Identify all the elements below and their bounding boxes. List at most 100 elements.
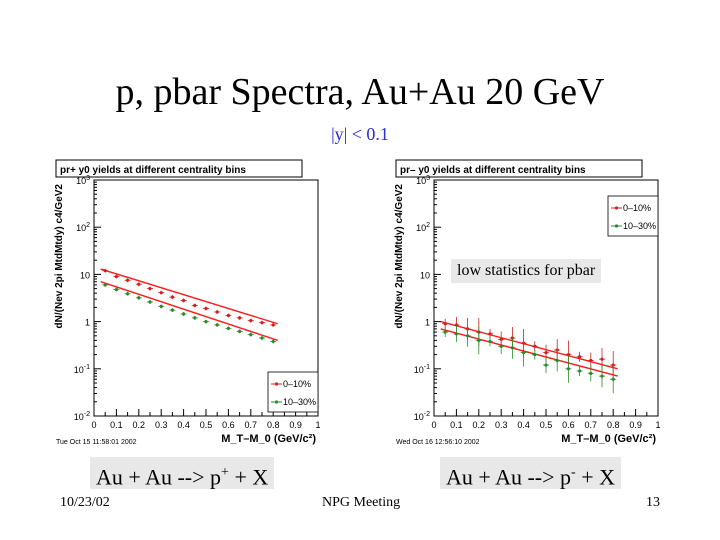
annotation-low-statistics: low statistics for pbar	[451, 259, 602, 283]
x-tick-label: 0.1	[110, 420, 123, 430]
slide-subtitle: |y| < 0.1	[331, 124, 389, 144]
data-point	[260, 336, 264, 340]
caption-antiproton: Au + Au --> p- + X	[440, 457, 621, 489]
footer-meeting: NPG Meeting	[322, 495, 401, 510]
fit-line	[100, 281, 278, 342]
data-point	[193, 316, 197, 320]
chart-antiproton: pr– y0 yields at different centrality bi…	[394, 159, 661, 446]
data-point	[443, 322, 447, 326]
x-tick-label: 0	[431, 420, 436, 430]
fit-line	[440, 320, 618, 370]
data-point	[238, 329, 242, 333]
data-point	[170, 295, 174, 299]
data-point	[182, 298, 186, 303]
x-tick-label: 0.6	[222, 420, 235, 430]
x-tick-label: 0.7	[585, 420, 598, 430]
caption-antiproton-tail: + X	[575, 464, 615, 490]
x-tick-label: 0.8	[607, 420, 620, 430]
data-point	[215, 323, 219, 327]
y-tick-label: 10-2	[414, 411, 430, 422]
data-point	[114, 274, 118, 279]
data-point	[611, 363, 615, 367]
x-tick-label: 0.1	[450, 420, 463, 430]
x-tick-label: 1	[655, 420, 660, 430]
footer-date: 10/23/02	[60, 495, 110, 510]
chart-timestamp: Wed Oct 16 12:56:10 2002	[396, 439, 480, 446]
legend-marker	[274, 400, 279, 404]
data-point	[114, 287, 118, 292]
legend-marker	[274, 382, 279, 386]
y-tick-label: 10-1	[74, 364, 90, 375]
y-tick-label: 10	[420, 270, 430, 280]
chart-title: pr+ y0 yields at different centrality bi…	[60, 165, 246, 176]
slide-title: p, pbar Spectra, Au+Au 20 GeV	[115, 71, 605, 113]
y-tick-label: 10	[80, 270, 90, 280]
chart-panel-proton: pr+ y0 yields at different centrality bi…	[50, 158, 370, 450]
data-point	[488, 332, 492, 336]
y-tick-label: 102	[416, 222, 430, 233]
chart-title: pr– y0 yields at different centrality bi…	[400, 165, 586, 176]
x-tick-label: 0.5	[200, 420, 213, 430]
chart-title-box	[395, 159, 643, 178]
x-tick-label: 0	[91, 420, 96, 430]
x-tick-label: 0.9	[629, 420, 642, 430]
data-point	[600, 374, 604, 378]
legend-box	[607, 195, 659, 237]
legend-label: 0–10%	[283, 379, 311, 389]
footer-page-number: 13	[646, 495, 660, 510]
caption-proton: Au + Au --> p+ + X	[90, 457, 275, 490]
data-point	[443, 330, 447, 334]
data-point	[126, 292, 130, 296]
x-tick-label: 0.5	[540, 420, 553, 430]
data-point	[533, 352, 537, 357]
data-point	[600, 357, 604, 361]
fit-line	[440, 328, 618, 377]
fit-line	[100, 268, 278, 325]
caption-proton-base: Au + Au --> p	[96, 464, 222, 490]
y-axis-label: dN/(Nev 2pi MtdMtdy) c4/GeV2	[394, 184, 405, 329]
data-point	[555, 358, 559, 363]
data-point	[215, 310, 219, 314]
data-point	[466, 334, 470, 338]
x-tick-label: 0.9	[289, 420, 302, 430]
chart-panel-antiproton: pr– y0 yields at different centrality bi…	[390, 158, 710, 450]
data-point	[454, 323, 458, 327]
legend-marker	[614, 224, 619, 228]
data-point	[226, 326, 230, 330]
data-point	[260, 321, 264, 325]
data-point	[544, 363, 548, 367]
x-tick-label: 0.3	[495, 420, 508, 430]
legend-box	[267, 371, 319, 413]
x-tick-label: 0.4	[177, 420, 190, 430]
x-tick-label: 0.8	[267, 420, 280, 430]
data-point	[137, 282, 141, 286]
data-point	[249, 333, 253, 337]
data-point	[499, 344, 503, 348]
data-point	[159, 291, 163, 295]
y-tick-label: 103	[416, 175, 430, 186]
data-point	[249, 318, 253, 323]
chart-proton: pr+ y0 yields at different centrality bi…	[54, 159, 321, 446]
legend-label: 0–10%	[623, 203, 651, 213]
data-point	[510, 346, 514, 350]
data-point	[148, 287, 152, 291]
chart-title-box	[55, 159, 303, 178]
legend-label: 10–30%	[623, 221, 656, 231]
x-tick-label: 0.7	[245, 420, 258, 430]
y-tick-label: 1	[85, 318, 90, 328]
data-point	[226, 313, 230, 318]
x-tick-label: 0.6	[562, 420, 575, 430]
caption-antiproton-base: Au + Au --> p	[446, 464, 572, 490]
data-point	[566, 352, 570, 357]
x-tick-label: 0.2	[133, 420, 146, 430]
data-point	[454, 332, 458, 336]
y-tick-label: 103	[76, 175, 90, 186]
data-point	[103, 283, 107, 287]
data-point	[578, 369, 582, 373]
data-point	[204, 320, 208, 324]
data-point	[578, 355, 582, 359]
data-point	[182, 312, 186, 316]
data-point	[126, 278, 130, 282]
caption-proton-tail: + X	[228, 464, 269, 490]
legend-label: 10–30%	[283, 397, 316, 407]
